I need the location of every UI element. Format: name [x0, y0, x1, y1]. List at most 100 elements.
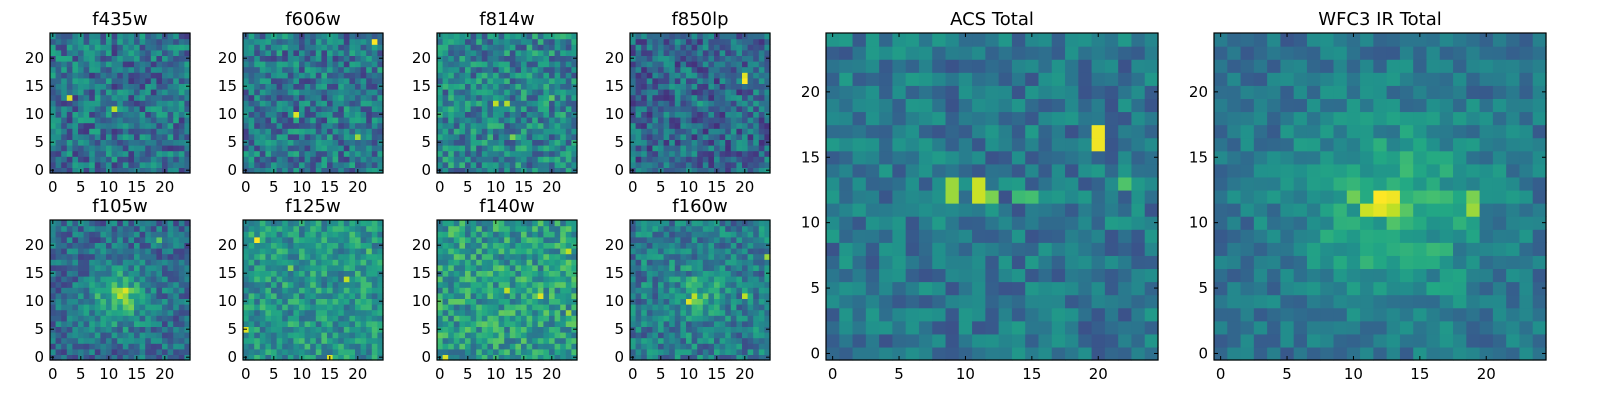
heatmap-cell — [327, 117, 334, 124]
heatmap-cell — [459, 304, 466, 311]
heatmap-cell — [310, 139, 317, 146]
heatmap-cell — [50, 100, 57, 107]
heatmap-cell — [646, 354, 653, 361]
heatmap-cell — [83, 292, 90, 299]
heatmap-cell — [287, 332, 294, 339]
heatmap-cell — [652, 161, 659, 168]
heatmap-cell — [282, 242, 289, 249]
heatmap-cell — [282, 128, 289, 135]
heatmap-cell — [304, 248, 311, 255]
heatmap-cell — [61, 354, 68, 361]
heatmap-cell — [167, 44, 174, 51]
heatmap-cell — [702, 66, 709, 73]
heatmap-cell — [150, 111, 157, 118]
heatmap-cell — [150, 49, 157, 56]
heatmap-cell — [248, 139, 255, 146]
heatmap-cell — [248, 117, 255, 124]
heatmap-cell — [509, 253, 516, 260]
panel-title: f140w — [479, 196, 534, 217]
heatmap-cell — [453, 44, 460, 51]
heatmap-cell — [145, 348, 152, 355]
heatmap-cell — [437, 292, 444, 299]
heatmap-cell — [549, 77, 556, 84]
heatmap-cell — [139, 259, 146, 266]
heatmap-cell — [753, 304, 760, 311]
heatmap-cell — [327, 292, 334, 299]
heatmap-cell — [565, 89, 572, 96]
heatmap-cell — [243, 117, 250, 124]
heatmap-cell — [487, 298, 494, 305]
heatmap-cell — [560, 66, 567, 73]
heatmap-cell — [702, 122, 709, 129]
heatmap-cell — [730, 83, 737, 90]
heatmap-cell — [498, 117, 505, 124]
heatmap-cell — [646, 89, 653, 96]
heatmap-cell — [725, 292, 732, 299]
heatmap-cell — [560, 72, 567, 79]
heatmap-cell — [543, 242, 550, 249]
heatmap-cell — [521, 276, 528, 283]
heatmap-cell — [243, 315, 250, 322]
heatmap-cell — [304, 122, 311, 129]
heatmap-cells — [243, 33, 384, 174]
heatmap-cell — [287, 248, 294, 255]
heatmap-cell — [315, 83, 322, 90]
heatmap-cell — [702, 139, 709, 146]
heatmap-cell — [509, 156, 516, 163]
heatmap-cell — [355, 332, 362, 339]
heatmap-cell — [173, 167, 180, 174]
heatmap-cell — [697, 89, 704, 96]
heatmap-cell — [304, 49, 311, 56]
heatmap-cell — [304, 337, 311, 344]
heatmap-cell — [167, 111, 174, 118]
heatmap-cell — [543, 83, 550, 90]
heatmap-cell — [315, 145, 322, 152]
heatmap-cell — [470, 61, 477, 68]
heatmap-cell — [178, 304, 185, 311]
heatmap-cell — [669, 133, 676, 140]
heatmap-cell — [89, 220, 96, 227]
heatmap-cell — [50, 281, 57, 288]
heatmap-cell — [315, 236, 322, 243]
heatmap-cell — [448, 33, 455, 40]
heatmap-cell — [167, 128, 174, 135]
heatmap-cell — [55, 248, 62, 255]
heatmap-cell — [758, 150, 765, 157]
heatmap-cell — [635, 287, 642, 294]
heatmap-cell — [178, 83, 185, 90]
heatmap-cell — [702, 276, 709, 283]
heatmap-cell — [663, 337, 670, 344]
heatmap-cell — [72, 44, 79, 51]
heatmap-cell — [680, 145, 687, 152]
heatmap-cell — [658, 105, 665, 112]
heatmap-cell — [764, 72, 771, 79]
heatmap-cell — [509, 242, 516, 249]
heatmap-cell — [287, 55, 294, 62]
heatmap-cell — [360, 348, 367, 355]
heatmap-cell — [646, 139, 653, 146]
heatmap-cell — [128, 139, 135, 146]
heatmap-cell — [184, 72, 191, 79]
heatmap-cell — [145, 122, 152, 129]
heatmap-cell — [442, 83, 449, 90]
heatmap-cell — [122, 259, 129, 266]
heatmap-cell — [106, 44, 113, 51]
heatmap-cell — [254, 343, 261, 350]
heatmap-cell — [310, 276, 317, 283]
heatmap-cell — [355, 38, 362, 45]
heatmap-cell — [248, 326, 255, 333]
heatmap-cell — [663, 281, 670, 288]
heatmap-cell — [509, 304, 516, 311]
heatmap-cell — [736, 77, 743, 84]
heatmap-cell — [371, 33, 378, 40]
heatmap-cell — [78, 337, 85, 344]
heatmap-cell — [310, 281, 317, 288]
heatmap-cell — [437, 348, 444, 355]
heatmap-cell — [134, 253, 141, 260]
heatmap-cell — [565, 348, 572, 355]
heatmap-cell — [162, 150, 169, 157]
heatmap-cell — [641, 320, 648, 327]
heatmap-cell — [366, 242, 373, 249]
heatmap-cell — [630, 337, 637, 344]
